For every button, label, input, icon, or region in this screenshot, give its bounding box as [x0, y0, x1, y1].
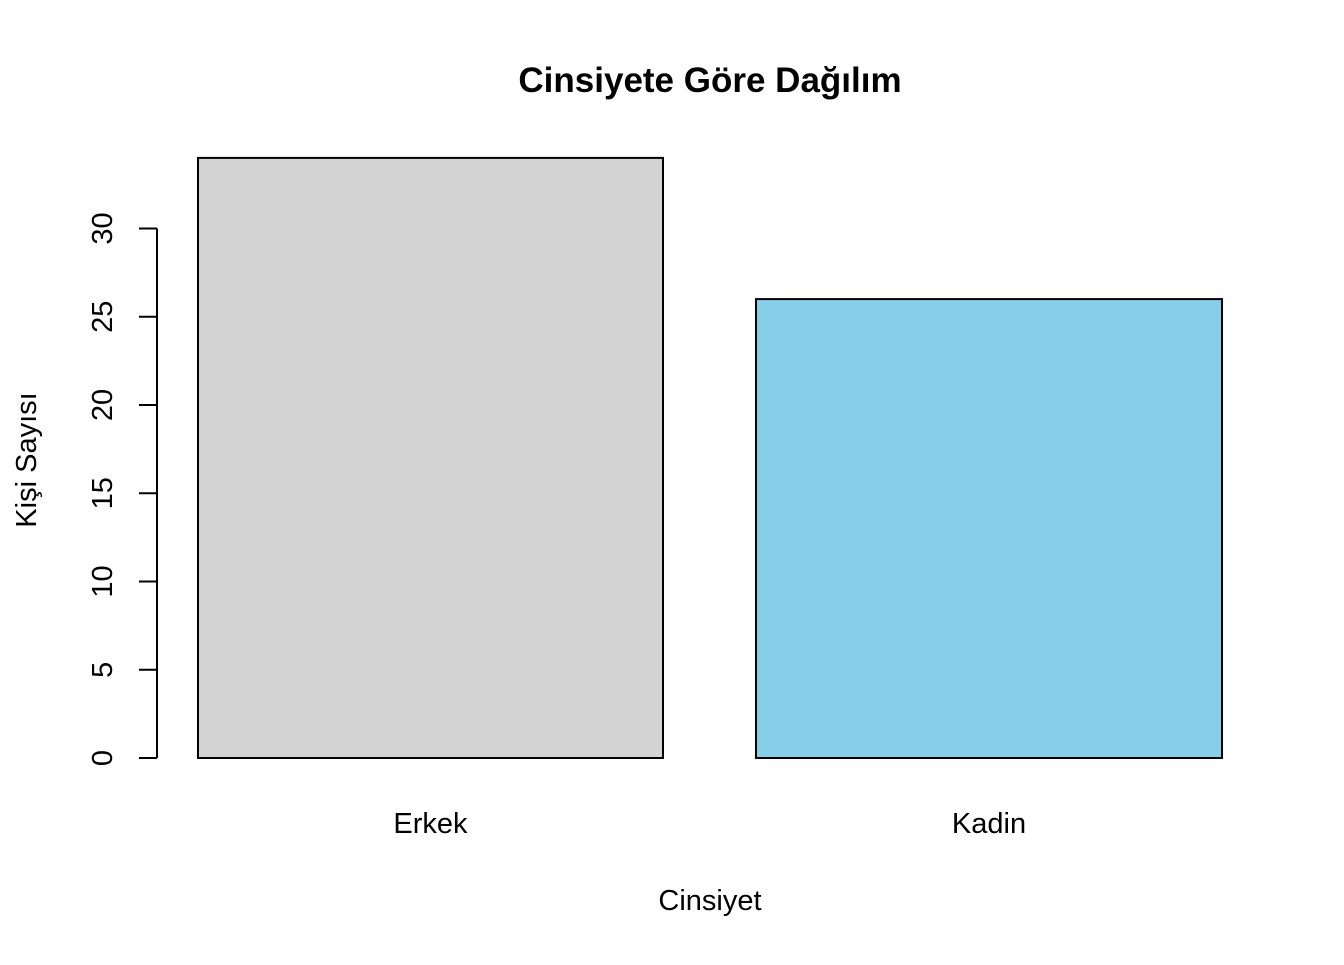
y-tick-label: 10 — [87, 565, 119, 597]
chart-title: Cinsiyete Göre Dağılım — [518, 61, 901, 100]
y-axis-label: Kişi Sayısı — [11, 392, 43, 527]
bar-erkek — [197, 156, 664, 759]
y-tick-label: 30 — [87, 212, 119, 244]
y-tick-label: 15 — [87, 477, 119, 509]
y-tick-label: 25 — [87, 301, 119, 333]
y-tick-label: 20 — [87, 389, 119, 421]
x-tick-label: Erkek — [393, 808, 468, 840]
y-tick-label: 5 — [87, 662, 119, 678]
x-tick-label: Kadin — [952, 808, 1026, 840]
bars-group — [197, 156, 1223, 759]
y-axis: 0 5 10 15 20 25 30 — [87, 212, 158, 766]
x-tick-labels: Erkek Kadin — [393, 808, 1026, 840]
y-tick-label: 0 — [87, 750, 119, 766]
bar-kadin — [755, 298, 1223, 759]
x-axis-label: Cinsiyet — [658, 885, 761, 917]
